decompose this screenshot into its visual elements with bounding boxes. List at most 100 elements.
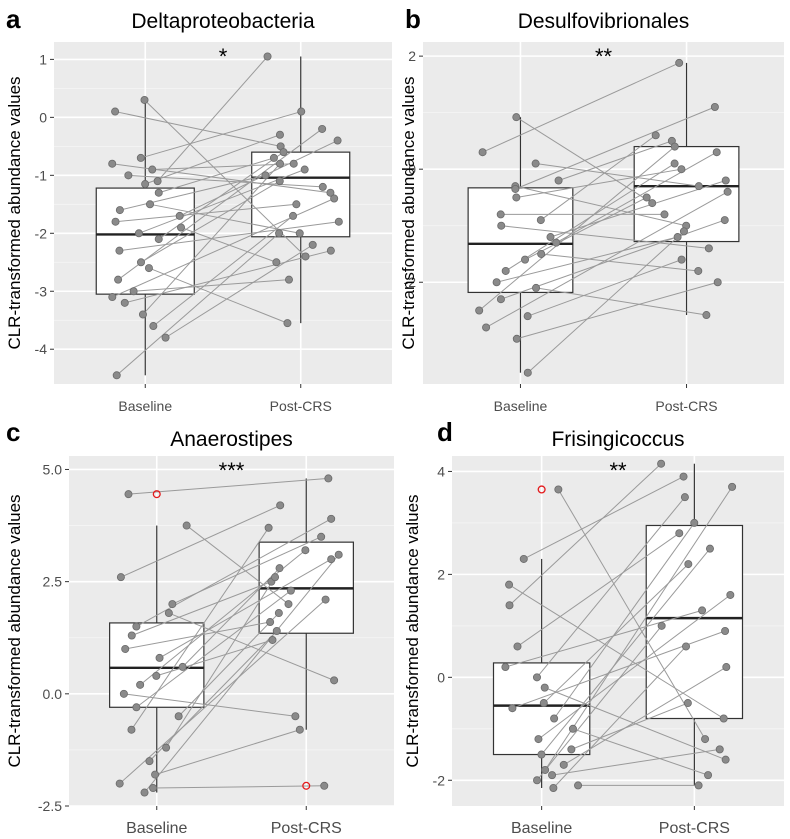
pair-line: [558, 140, 673, 181]
data-point: [541, 765, 550, 774]
data-point: [574, 781, 583, 790]
panel-b: 2 0 -2 Baseline Post-CRS ** Desulfovibrionales…: [399, 4, 784, 414]
data-point: [683, 699, 692, 708]
pair-line: [112, 198, 335, 298]
data-point: [326, 188, 335, 197]
data-point: [321, 595, 330, 604]
data-point: [112, 371, 121, 380]
data-point: [523, 368, 532, 377]
data-point: [720, 216, 729, 225]
data-point: [475, 306, 484, 315]
y-axis-label: CLR-transformed abundance values: [5, 494, 24, 767]
data-point: [713, 278, 722, 287]
x-tick-label: Post-CRS: [271, 820, 342, 837]
data-point: [537, 750, 546, 759]
data-point: [276, 501, 285, 510]
data-point: [162, 743, 171, 752]
data-point: [536, 216, 545, 225]
pair-line: [505, 609, 703, 668]
data-point: [152, 671, 161, 680]
pair-line: [136, 518, 332, 627]
outlier-point: [302, 781, 311, 790]
data-point: [119, 689, 128, 698]
data-point: [334, 550, 343, 559]
pair-line: [540, 134, 656, 221]
data-point: [136, 680, 145, 689]
data-point: [698, 606, 707, 615]
data-point: [326, 246, 335, 255]
pair-line: [133, 279, 290, 292]
significance-marker: ***: [219, 458, 245, 483]
x-tick-label: Baseline: [494, 398, 548, 414]
y-tick-label: -4: [35, 341, 48, 357]
data-point: [266, 618, 275, 627]
pair-line: [538, 594, 731, 740]
data-point: [680, 493, 689, 502]
data-point: [334, 217, 343, 226]
data-point: [723, 187, 732, 196]
panel-letter: c: [6, 417, 20, 447]
data-point: [677, 165, 686, 174]
data-point: [642, 193, 651, 202]
data-point: [272, 258, 281, 267]
x-tick-label: Post-CRS: [655, 398, 717, 414]
panel-title: Frisingicoccus: [551, 428, 684, 451]
data-point: [145, 757, 154, 766]
data-point: [675, 58, 684, 67]
data-point: [540, 683, 549, 692]
data-point: [568, 724, 577, 733]
data-point: [327, 514, 336, 523]
pair-line: [136, 590, 292, 708]
data-point: [679, 472, 688, 481]
data-point: [155, 653, 164, 662]
y-tick-label: -3: [35, 283, 48, 299]
y-axis-label: CLR-transformed abundance values: [399, 76, 418, 349]
data-point: [512, 334, 521, 343]
data-point: [108, 159, 117, 168]
pair-line: [124, 250, 331, 304]
pair-line: [482, 62, 680, 153]
data-point: [176, 223, 185, 232]
data-point: [670, 159, 679, 168]
y-tick-label: 2.5: [43, 574, 63, 590]
data-point: [511, 184, 520, 193]
data-point: [140, 788, 149, 797]
data-point: [710, 103, 719, 112]
y-tick-label: -2: [35, 225, 48, 241]
data-point: [283, 319, 292, 328]
data-point: [554, 485, 563, 494]
data-point: [673, 233, 682, 242]
data-point: [140, 95, 149, 104]
pair-line: [496, 236, 678, 283]
outlier-point: [537, 485, 546, 494]
data-point: [505, 580, 514, 589]
pair-line: [115, 203, 297, 223]
pair-line: [123, 693, 296, 717]
data-point: [116, 573, 125, 582]
data-point: [705, 544, 714, 553]
data-point: [482, 323, 491, 332]
data-point: [317, 532, 326, 541]
significance-marker: **: [595, 44, 613, 69]
data-point: [478, 148, 487, 157]
data-point: [496, 210, 505, 219]
pair-line: [153, 215, 294, 327]
data-point: [726, 590, 735, 599]
pair-line: [159, 558, 332, 659]
data-point: [330, 676, 339, 685]
data-point: [149, 784, 158, 793]
data-point: [275, 564, 284, 573]
pair-line: [515, 106, 716, 190]
data-point: [148, 165, 157, 174]
y-tick-label: 2: [437, 566, 445, 582]
pair-line: [541, 548, 711, 755]
pair-line: [517, 532, 680, 647]
data-point: [712, 148, 721, 157]
pair-line: [508, 584, 724, 719]
y-tick-label: 5.0: [43, 461, 63, 477]
pair-line: [119, 221, 339, 252]
data-point: [539, 699, 548, 708]
data-point: [694, 781, 703, 790]
data-point: [534, 735, 543, 744]
